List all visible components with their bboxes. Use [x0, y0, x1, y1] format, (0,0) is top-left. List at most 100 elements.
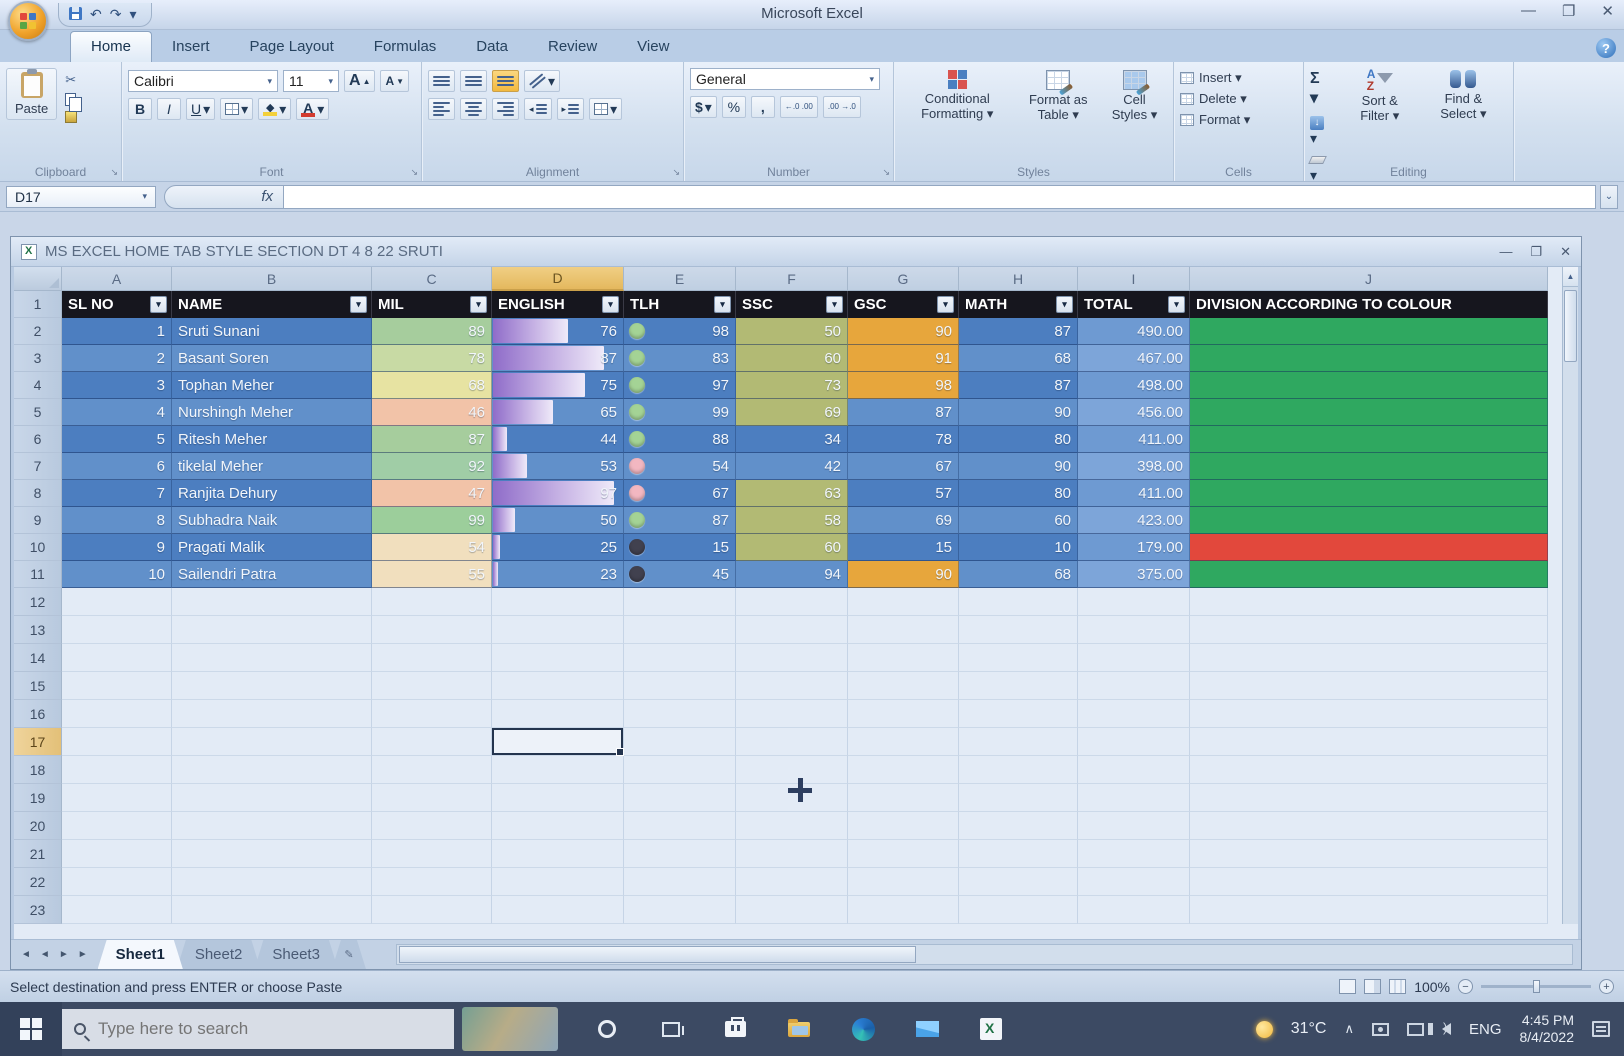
- row-header-14[interactable]: 14: [14, 644, 62, 672]
- cell-J15[interactable]: [1190, 672, 1548, 700]
- weather-icon[interactable]: [1255, 1020, 1273, 1038]
- dialog-launcher-icon[interactable]: ↘: [882, 167, 890, 177]
- column-header-J[interactable]: J: [1190, 267, 1548, 291]
- vertical-scrollbar[interactable]: ▲: [1562, 267, 1578, 924]
- cell-B13[interactable]: [172, 616, 372, 644]
- next-sheet-button[interactable]: ►: [58, 949, 69, 960]
- number-format-combo[interactable]: General ▾: [690, 68, 880, 90]
- cell-styles-button[interactable]: Cell Styles ▾: [1102, 68, 1167, 125]
- cell-G17[interactable]: [848, 728, 959, 756]
- cell-B19[interactable]: [172, 784, 372, 812]
- format-as-table-button[interactable]: Format as Table ▾: [1014, 68, 1102, 125]
- last-sheet-button[interactable]: ►: [77, 949, 88, 960]
- cell-A20[interactable]: [62, 812, 172, 840]
- cell-E9[interactable]: 87: [624, 507, 736, 534]
- row-header-16[interactable]: 16: [14, 700, 62, 728]
- font-name-combo[interactable]: Calibri ▾: [128, 70, 278, 92]
- cell-B21[interactable]: [172, 840, 372, 868]
- column-header-B[interactable]: B: [172, 267, 372, 291]
- row-header-15[interactable]: 15: [14, 672, 62, 700]
- cell-F23[interactable]: [736, 896, 848, 924]
- cell-A6[interactable]: 5: [62, 426, 172, 453]
- cell-H19[interactable]: [959, 784, 1078, 812]
- cell-C18[interactable]: [372, 756, 492, 784]
- cut-button[interactable]: ✂: [65, 72, 77, 87]
- cell-A12[interactable]: [62, 588, 172, 616]
- cell-F3[interactable]: 60: [736, 345, 848, 372]
- cell-J13[interactable]: [1190, 616, 1548, 644]
- cell-G14[interactable]: [848, 644, 959, 672]
- cell-H6[interactable]: 80: [959, 426, 1078, 453]
- help-button[interactable]: ?: [1596, 38, 1616, 58]
- accounting-format-button[interactable]: $ ▾: [690, 96, 717, 118]
- file-explorer-button[interactable]: [786, 1016, 812, 1042]
- cell-J4[interactable]: [1190, 372, 1548, 399]
- column-title-sl-no[interactable]: SL NO ▾: [62, 291, 172, 318]
- cell-E12[interactable]: [624, 588, 736, 616]
- cell-F12[interactable]: [736, 588, 848, 616]
- row-header-19[interactable]: 19: [14, 784, 62, 812]
- cell-A17[interactable]: [62, 728, 172, 756]
- column-header-F[interactable]: F: [736, 267, 848, 291]
- cell-E20[interactable]: [624, 812, 736, 840]
- cell-C17[interactable]: [372, 728, 492, 756]
- cell-B17[interactable]: [172, 728, 372, 756]
- cell-I9[interactable]: 423.00: [1078, 507, 1190, 534]
- cell-F5[interactable]: 69: [736, 399, 848, 426]
- cell-H20[interactable]: [959, 812, 1078, 840]
- cell-I8[interactable]: 411.00: [1078, 480, 1190, 507]
- cell-G13[interactable]: [848, 616, 959, 644]
- cell-H4[interactable]: 87: [959, 372, 1078, 399]
- cell-H16[interactable]: [959, 700, 1078, 728]
- column-header-D[interactable]: D: [492, 267, 624, 291]
- office-button[interactable]: [8, 1, 48, 41]
- grow-font-button[interactable]: A ▲: [344, 70, 376, 92]
- cell-G6[interactable]: 78: [848, 426, 959, 453]
- cell-B18[interactable]: [172, 756, 372, 784]
- increase-indent-button[interactable]: ▸: [556, 98, 585, 120]
- cell-F9[interactable]: 58: [736, 507, 848, 534]
- row-header-18[interactable]: 18: [14, 756, 62, 784]
- cell-D12[interactable]: [492, 588, 624, 616]
- mail-button[interactable]: [914, 1016, 940, 1042]
- cell-F13[interactable]: [736, 616, 848, 644]
- cell-E10[interactable]: 15: [624, 534, 736, 561]
- tab-view[interactable]: View: [637, 38, 670, 55]
- cell-G5[interactable]: 87: [848, 399, 959, 426]
- cell-E3[interactable]: 83: [624, 345, 736, 372]
- name-box[interactable]: D17 ▾: [6, 185, 156, 208]
- font-color-button[interactable]: A ▾: [296, 98, 330, 120]
- tray-app-icon[interactable]: [1371, 1022, 1389, 1036]
- cell-C12[interactable]: [372, 588, 492, 616]
- cell-C3[interactable]: 78: [372, 345, 492, 372]
- cell-C13[interactable]: [372, 616, 492, 644]
- cell-H11[interactable]: 68: [959, 561, 1078, 588]
- cell-E19[interactable]: [624, 784, 736, 812]
- cell-J21[interactable]: [1190, 840, 1548, 868]
- format-painter-button[interactable]: [65, 111, 78, 123]
- excel-taskbar-button[interactable]: [978, 1016, 1004, 1042]
- scroll-up-arrow-icon[interactable]: ▲: [1563, 267, 1578, 287]
- percent-style-button[interactable]: %: [721, 96, 746, 118]
- fill-color-button[interactable]: ◆ ▾: [258, 98, 292, 120]
- column-title-mil[interactable]: MIL ▾: [372, 291, 492, 318]
- cell-J20[interactable]: [1190, 812, 1548, 840]
- horizontal-scrollbar[interactable]: [395, 944, 1573, 965]
- dialog-launcher-icon[interactable]: ↘: [410, 167, 418, 177]
- cell-H8[interactable]: 80: [959, 480, 1078, 507]
- cell-G10[interactable]: 15: [848, 534, 959, 561]
- cell-I23[interactable]: [1078, 896, 1190, 924]
- cell-D13[interactable]: [492, 616, 624, 644]
- cell-H23[interactable]: [959, 896, 1078, 924]
- cell-A2[interactable]: 1: [62, 318, 172, 345]
- normal-view-button[interactable]: [1339, 979, 1357, 994]
- cell-C4[interactable]: 68: [372, 372, 492, 399]
- cell-E16[interactable]: [624, 700, 736, 728]
- cell-E18[interactable]: [624, 756, 736, 784]
- column-title-tlh[interactable]: TLH ▾: [624, 291, 736, 318]
- cell-E21[interactable]: [624, 840, 736, 868]
- cell-I2[interactable]: 490.00: [1078, 318, 1190, 345]
- cell-I7[interactable]: 398.00: [1078, 453, 1190, 480]
- cell-J16[interactable]: [1190, 700, 1548, 728]
- minimize-button[interactable]: —: [1520, 2, 1536, 19]
